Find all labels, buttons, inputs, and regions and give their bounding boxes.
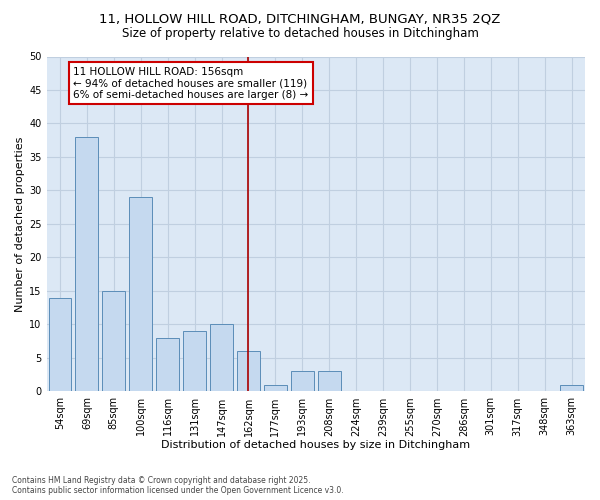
Bar	[291, 372, 314, 392]
Text: Contains HM Land Registry data © Crown copyright and database right 2025.
Contai: Contains HM Land Registry data © Crown c…	[12, 476, 344, 495]
Bar	[130, 197, 152, 392]
Bar	[103, 291, 125, 392]
Bar	[76, 137, 98, 392]
Text: Size of property relative to detached houses in Ditchingham: Size of property relative to detached ho…	[122, 28, 478, 40]
Bar	[210, 324, 233, 392]
X-axis label: Distribution of detached houses by size in Ditchingham: Distribution of detached houses by size …	[161, 440, 470, 450]
Bar	[49, 298, 71, 392]
Bar	[183, 331, 206, 392]
Bar	[560, 385, 583, 392]
Bar	[318, 372, 341, 392]
Bar	[156, 338, 179, 392]
Bar	[237, 352, 260, 392]
Text: 11 HOLLOW HILL ROAD: 156sqm
← 94% of detached houses are smaller (119)
6% of sem: 11 HOLLOW HILL ROAD: 156sqm ← 94% of det…	[73, 66, 309, 100]
Text: 11, HOLLOW HILL ROAD, DITCHINGHAM, BUNGAY, NR35 2QZ: 11, HOLLOW HILL ROAD, DITCHINGHAM, BUNGA…	[100, 12, 500, 26]
Bar	[264, 385, 287, 392]
Y-axis label: Number of detached properties: Number of detached properties	[15, 136, 25, 312]
